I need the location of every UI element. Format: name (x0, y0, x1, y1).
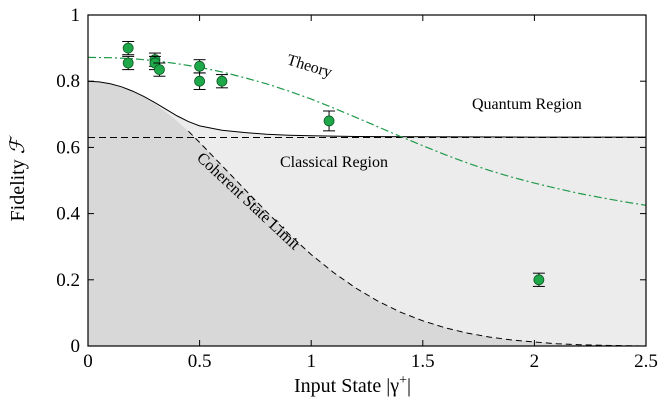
axis-ticks: 0 0.5 1 1.5 2 2.5 0 0.2 0.4 0.6 0.8 1 (56, 5, 658, 372)
data-point (193, 72, 206, 90)
data-point (153, 62, 166, 77)
y-tick-label: 0.2 (56, 270, 80, 291)
point-marker (194, 75, 206, 87)
plot-frame (87, 14, 647, 347)
plot-regions (88, 81, 646, 346)
x-tick-label: 1 (306, 351, 316, 372)
theory-label: Theory (285, 52, 334, 82)
data-point (323, 110, 336, 132)
quantum-boundary-line (87, 80, 646, 138)
data-point (215, 74, 228, 89)
data-points (122, 40, 545, 287)
curves (87, 56, 647, 347)
x-tick-label: 2 (530, 351, 540, 372)
x-tick-label: 0 (83, 351, 93, 372)
point-marker (154, 64, 165, 76)
point-marker (323, 115, 335, 127)
y-tick-label: 1 (71, 5, 81, 26)
x-axis-title: Input State |γ+| (294, 373, 411, 397)
coherent-region-fill (88, 81, 646, 346)
y-tick-label: 0 (71, 336, 81, 357)
data-point (122, 55, 135, 71)
data-point (532, 272, 545, 287)
point-marker (122, 57, 134, 69)
point-marker (533, 274, 545, 286)
y-tick-label: 0.4 (56, 204, 80, 225)
x-tick-label: 1.5 (411, 351, 435, 372)
x-tick-label: 2.5 (634, 351, 658, 372)
point-marker (216, 75, 228, 87)
quantum-region-label: Quantum Region (472, 96, 582, 113)
classical-region-label: Classical Region (280, 154, 388, 171)
x-tick-label: 0.5 (188, 351, 212, 372)
y-tick-label: 0.8 (56, 71, 80, 92)
y-tick-label: 0.6 (56, 137, 80, 158)
data-point (122, 40, 135, 56)
point-marker (122, 42, 134, 54)
y-axis-title: Fidelity ℱ (7, 135, 29, 221)
data-point (193, 59, 206, 74)
coherent-state-limit-line (188, 130, 647, 347)
point-marker (194, 60, 206, 72)
theory-line (87, 56, 647, 206)
